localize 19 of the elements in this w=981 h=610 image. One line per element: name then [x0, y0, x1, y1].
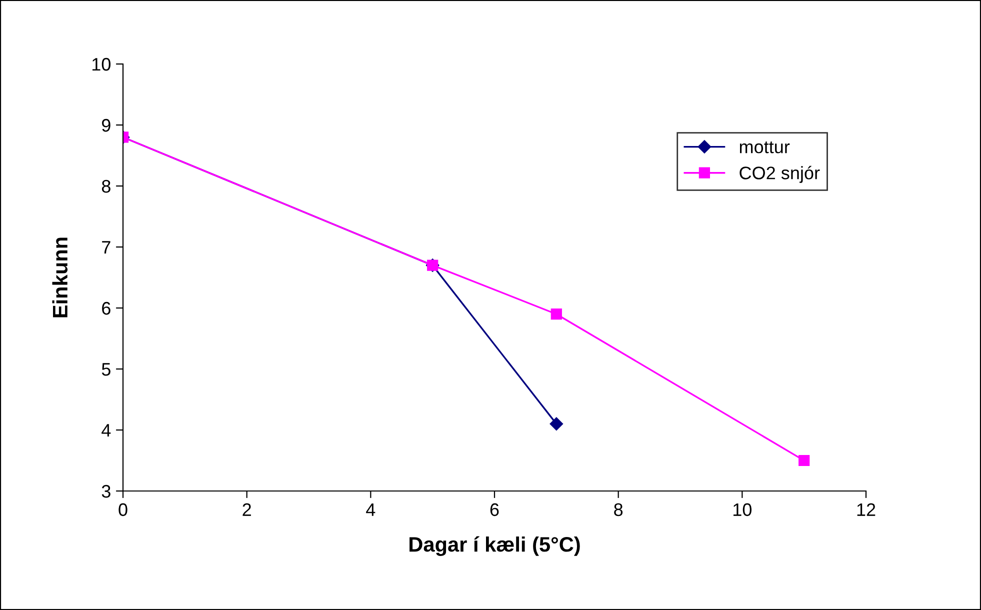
x-tick-label: 0 — [118, 503, 128, 516]
x-tick-label: 6 — [490, 503, 499, 516]
x-tick-label: 8 — [614, 503, 623, 516]
x-tick-label: 12 — [857, 503, 876, 516]
y-tick-label: 9 — [102, 118, 110, 132]
y-tick-label: 8 — [102, 180, 110, 193]
y-tick-label: 4 — [102, 424, 111, 437]
x-tick-label: 2 — [242, 503, 251, 516]
y-tick-label: 5 — [102, 363, 110, 376]
y-tick-label: 6 — [102, 302, 110, 315]
x-tick-label: 10 — [734, 503, 752, 516]
legend-label: mottur — [740, 141, 790, 154]
y-tick-label: 7 — [102, 241, 110, 254]
legend-label: CO2 snjór — [740, 166, 820, 183]
x-tick-label: 4 — [366, 503, 376, 516]
x-axis-title: Dagar í kæli (5°C) — [410, 536, 580, 556]
y-axis-title: Einkunn — [52, 238, 68, 318]
y-tick-label: 10 — [92, 58, 110, 71]
y-tick-label: 3 — [102, 484, 110, 498]
